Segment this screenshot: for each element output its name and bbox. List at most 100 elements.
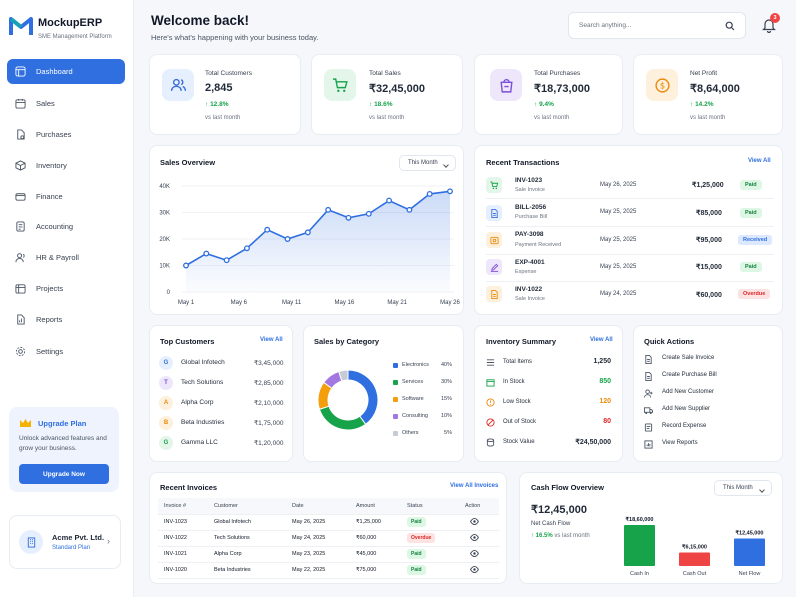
- column-header: Status: [407, 498, 465, 515]
- invoice-status-cell: Overdue: [407, 530, 465, 547]
- company-switcher[interactable]: Acme Pvt. Ltd. Standard Plan ›: [9, 515, 121, 569]
- quick-action-view-reports[interactable]: View Reports: [644, 439, 774, 451]
- quick-actions-title: Quick Actions: [644, 337, 695, 346]
- transaction-id: INV-1023: [515, 177, 543, 184]
- cash-flow-note: vs last month: [554, 533, 590, 539]
- nav-label: Purchases: [36, 130, 72, 139]
- table-row[interactable]: INV-1023 Global Infotech May 26, 2025 ₹1…: [158, 514, 499, 531]
- sidebar: MockupERP SME Management Platform Dashbo…: [0, 0, 134, 597]
- search-input[interactable]: Search anything...: [579, 22, 632, 29]
- eye-icon[interactable]: [470, 549, 479, 557]
- row-divider: [486, 198, 774, 199]
- nav-inventory[interactable]: Inventory: [7, 153, 125, 178]
- sales-category-title: Sales by Category: [314, 337, 380, 346]
- eye-icon[interactable]: [470, 517, 479, 525]
- search-icon[interactable]: [725, 21, 735, 31]
- nav-sales[interactable]: Sales: [7, 91, 125, 116]
- search-box[interactable]: Search anything...: [568, 12, 746, 39]
- invoice-action-cell: [465, 530, 499, 547]
- status-badge: Paid: [407, 517, 426, 527]
- quick-action-add-customer[interactable]: Add New Customer: [644, 388, 774, 400]
- quick-action-label: Add New Supplier: [662, 406, 711, 412]
- user-plus-icon: [644, 389, 653, 398]
- table-row[interactable]: INV-1021 Alpha Corp May 23, 2025 ₹45,000…: [158, 546, 499, 563]
- stat-change-value: 14.2%: [695, 101, 714, 108]
- bar-category-label: Net Flow: [739, 571, 761, 577]
- legend-percent: 15%: [440, 396, 452, 402]
- invoice-date: May 22, 2025: [292, 562, 356, 579]
- top-customers-view-all-link[interactable]: View All: [260, 337, 283, 343]
- customer-avatar: T: [159, 376, 173, 390]
- inventory-label: Stock Value: [503, 439, 535, 445]
- eye-icon[interactable]: [470, 533, 479, 541]
- reports-icon: [17, 314, 25, 325]
- y-tick-label: 0: [167, 290, 171, 296]
- upgrade-now-button[interactable]: Upgrade Now: [19, 464, 109, 484]
- inventory-label: Low Stock: [503, 399, 531, 405]
- eye-icon[interactable]: [470, 565, 479, 573]
- cash-flow-period-select[interactable]: This Month: [714, 480, 772, 496]
- stat-change: ↑ 14.2%: [690, 101, 714, 108]
- bar-value-label: ₹6,15,000: [682, 543, 707, 550]
- column-header: Action: [465, 498, 499, 515]
- inventory-title: Inventory Summary: [486, 337, 557, 346]
- arrow-up-icon: ↑: [369, 101, 375, 108]
- y-tick-label: 30K: [159, 211, 170, 217]
- chevron-right-icon: ›: [107, 536, 110, 546]
- legend-swatch: [393, 397, 398, 402]
- donut-slice: [338, 369, 349, 382]
- page-title: Welcome back!: [151, 13, 250, 28]
- quick-action-create-sale-invoice[interactable]: Create Sale Invoice: [644, 354, 774, 366]
- nav-projects[interactable]: Projects: [7, 276, 125, 301]
- building-icon: [19, 530, 43, 554]
- invoice-date: May 23, 2025: [292, 546, 356, 563]
- nav-finance[interactable]: Finance: [7, 184, 125, 209]
- quick-action-add-supplier[interactable]: Add New Supplier: [644, 405, 774, 417]
- status-badge: Overdue: [407, 533, 436, 543]
- sales-point: [243, 245, 250, 252]
- table-row[interactable]: INV-1020 Beta Industries May 22, 2025 ₹7…: [158, 562, 499, 579]
- table-row[interactable]: INV-1022 Tech Solutions May 24, 2025 ₹60…: [158, 530, 499, 547]
- invoices-title: Recent Invoices: [160, 483, 218, 492]
- transaction-type: Payment Received: [515, 242, 562, 248]
- inventory-view-all-link[interactable]: View All: [590, 337, 613, 343]
- quick-action-create-purchase-bill[interactable]: Create Purchase Bill: [644, 371, 774, 383]
- x-tick-label: May 26: [440, 300, 460, 306]
- inventory-label: Out of Stock: [503, 419, 537, 425]
- customer-avatar: A: [159, 396, 173, 410]
- nav-label: Reports: [36, 315, 63, 324]
- invoice-status-cell: Paid: [407, 562, 465, 579]
- invoice-status-cell: Paid: [407, 514, 465, 531]
- stat-card-profit: $ Net Profit ₹8,64,000 ↑ 14.2% vs last m…: [633, 54, 783, 135]
- nav-settings[interactable]: Settings: [7, 339, 125, 364]
- transaction-type: Expense: [515, 269, 537, 275]
- inventory-value: ₹24,50,000: [575, 439, 611, 446]
- customer-amount: ₹3,45,000: [254, 360, 284, 367]
- transaction-amount: ₹1,25,000: [692, 182, 724, 189]
- quick-action-record-expense[interactable]: Record Expense: [644, 422, 774, 434]
- nav-hr-payroll[interactable]: HR & Payroll: [7, 245, 125, 270]
- stat-value: ₹18,73,000: [534, 83, 590, 95]
- sales-line-chart: 0 10K 20K 30K 40K May 1 May 6 May 11 May 16 May 2…: [159, 184, 460, 306]
- transactions-view-all-link[interactable]: View All: [748, 158, 771, 164]
- stat-label: Total Sales: [369, 70, 401, 77]
- nav-purchases[interactable]: Purchases: [7, 122, 125, 147]
- transaction-amount: ₹15,000: [696, 264, 722, 271]
- nav-label: Inventory: [36, 161, 67, 170]
- cart-icon: [486, 177, 502, 193]
- nav-accounting[interactable]: Accounting: [7, 214, 125, 239]
- stat-card-purchases: Total Purchases ₹18,73,000 ↑ 9.4% vs las…: [474, 54, 623, 135]
- invoices-view-all-link[interactable]: View All Invoices: [450, 483, 499, 489]
- legend-label: Software: [402, 396, 424, 402]
- customer-name: Tech Solutions: [181, 379, 224, 386]
- page-subtitle: Here's what's happening with your busine…: [151, 33, 319, 42]
- crown-icon: [20, 419, 31, 427]
- sales-period-select[interactable]: This Month: [399, 155, 456, 171]
- bar-category-label: Cash In: [630, 571, 649, 577]
- column-header: Date: [292, 498, 356, 515]
- donut-slice: [318, 405, 367, 431]
- column-header: Customer: [214, 498, 292, 515]
- donut-slice: [347, 369, 379, 425]
- nav-dashboard[interactable]: Dashboard: [7, 59, 125, 84]
- nav-reports[interactable]: Reports: [7, 307, 125, 332]
